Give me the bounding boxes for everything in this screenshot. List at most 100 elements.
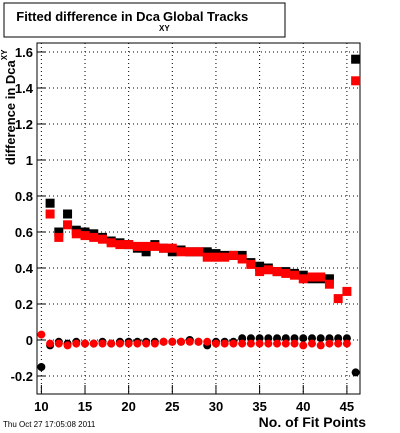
point xyxy=(272,267,282,277)
point xyxy=(246,339,255,348)
y-tick-label: 1.2 xyxy=(15,117,33,132)
point xyxy=(325,339,334,348)
point xyxy=(124,240,134,250)
y-tick-label: 0.4 xyxy=(15,261,34,276)
point xyxy=(298,274,308,284)
point xyxy=(54,227,64,237)
x-tick-label: 45 xyxy=(340,399,354,414)
point xyxy=(37,330,46,339)
point xyxy=(115,339,124,348)
point xyxy=(97,234,107,244)
point xyxy=(98,339,107,348)
point xyxy=(80,231,90,241)
y-tick-label: -0.2 xyxy=(11,369,33,384)
point xyxy=(316,272,326,282)
point xyxy=(299,334,308,343)
x-tick-label: 25 xyxy=(165,399,179,414)
point xyxy=(211,252,221,262)
point xyxy=(307,272,317,282)
x-tick-label: 15 xyxy=(78,399,92,414)
title-box xyxy=(3,2,286,38)
point xyxy=(89,339,98,348)
y-tick-label: 1.6 xyxy=(15,45,33,60)
point xyxy=(246,259,256,269)
point xyxy=(124,339,133,348)
point xyxy=(142,339,151,348)
point xyxy=(89,232,99,242)
point xyxy=(72,339,81,348)
x-tick-label: 40 xyxy=(296,399,310,414)
point xyxy=(203,337,212,346)
point xyxy=(351,76,361,86)
point xyxy=(106,238,116,248)
point xyxy=(54,339,63,348)
point xyxy=(45,209,55,219)
point xyxy=(351,368,360,377)
point xyxy=(220,339,229,348)
title-subscript: XY xyxy=(159,24,170,33)
point xyxy=(167,243,177,253)
point xyxy=(141,247,151,257)
point xyxy=(333,294,343,304)
point xyxy=(202,252,212,262)
point xyxy=(255,261,265,271)
point xyxy=(194,247,203,257)
x-tick-label: 10 xyxy=(34,399,48,414)
timestamp: Thu Oct 27 17:05:08 2011 xyxy=(3,420,96,429)
point xyxy=(132,241,142,251)
point xyxy=(133,339,142,348)
point xyxy=(334,339,343,348)
point xyxy=(324,279,334,289)
point xyxy=(316,341,325,350)
point xyxy=(263,265,273,275)
point xyxy=(316,334,325,343)
point xyxy=(281,339,290,348)
point xyxy=(238,339,247,348)
y-tick-label: 0.6 xyxy=(15,225,33,240)
point xyxy=(159,337,168,346)
point xyxy=(255,339,264,348)
point xyxy=(150,339,159,348)
chart-title: Fitted difference in Dca xyxy=(16,9,161,24)
point xyxy=(177,337,186,346)
point xyxy=(168,337,177,346)
point xyxy=(185,247,195,257)
title-suffix: Global Tracks xyxy=(163,9,248,24)
point xyxy=(228,250,238,260)
x-axis-label: No. of Fit Points xyxy=(259,414,367,430)
point xyxy=(290,339,299,348)
point xyxy=(159,243,169,253)
point xyxy=(237,254,247,264)
y-tick-label: 0.8 xyxy=(15,189,33,204)
point xyxy=(273,339,282,348)
point xyxy=(45,198,55,208)
y-tick-label: 0 xyxy=(26,333,33,348)
y-tick-label: 1.4 xyxy=(15,81,34,96)
point xyxy=(264,339,273,348)
point xyxy=(290,270,300,280)
point xyxy=(63,220,73,230)
point xyxy=(150,241,160,251)
point xyxy=(220,252,230,262)
point xyxy=(307,339,316,348)
y-label-subscript: XY xyxy=(0,49,9,60)
x-tick-label: 20 xyxy=(121,399,135,414)
point xyxy=(202,247,212,257)
y-tick-label: 0.2 xyxy=(15,297,33,312)
x-tick-label: 30 xyxy=(209,399,223,414)
point xyxy=(115,240,125,250)
point xyxy=(63,341,72,350)
point xyxy=(71,229,81,239)
point xyxy=(281,268,291,278)
plot-frame xyxy=(36,42,361,395)
point xyxy=(185,337,194,346)
point xyxy=(351,54,361,64)
point xyxy=(81,339,90,348)
point xyxy=(299,341,308,350)
point xyxy=(211,339,220,348)
point xyxy=(176,247,186,257)
point xyxy=(107,339,116,348)
y-label-text: difference in Dca xyxy=(3,59,18,165)
point xyxy=(255,267,265,277)
